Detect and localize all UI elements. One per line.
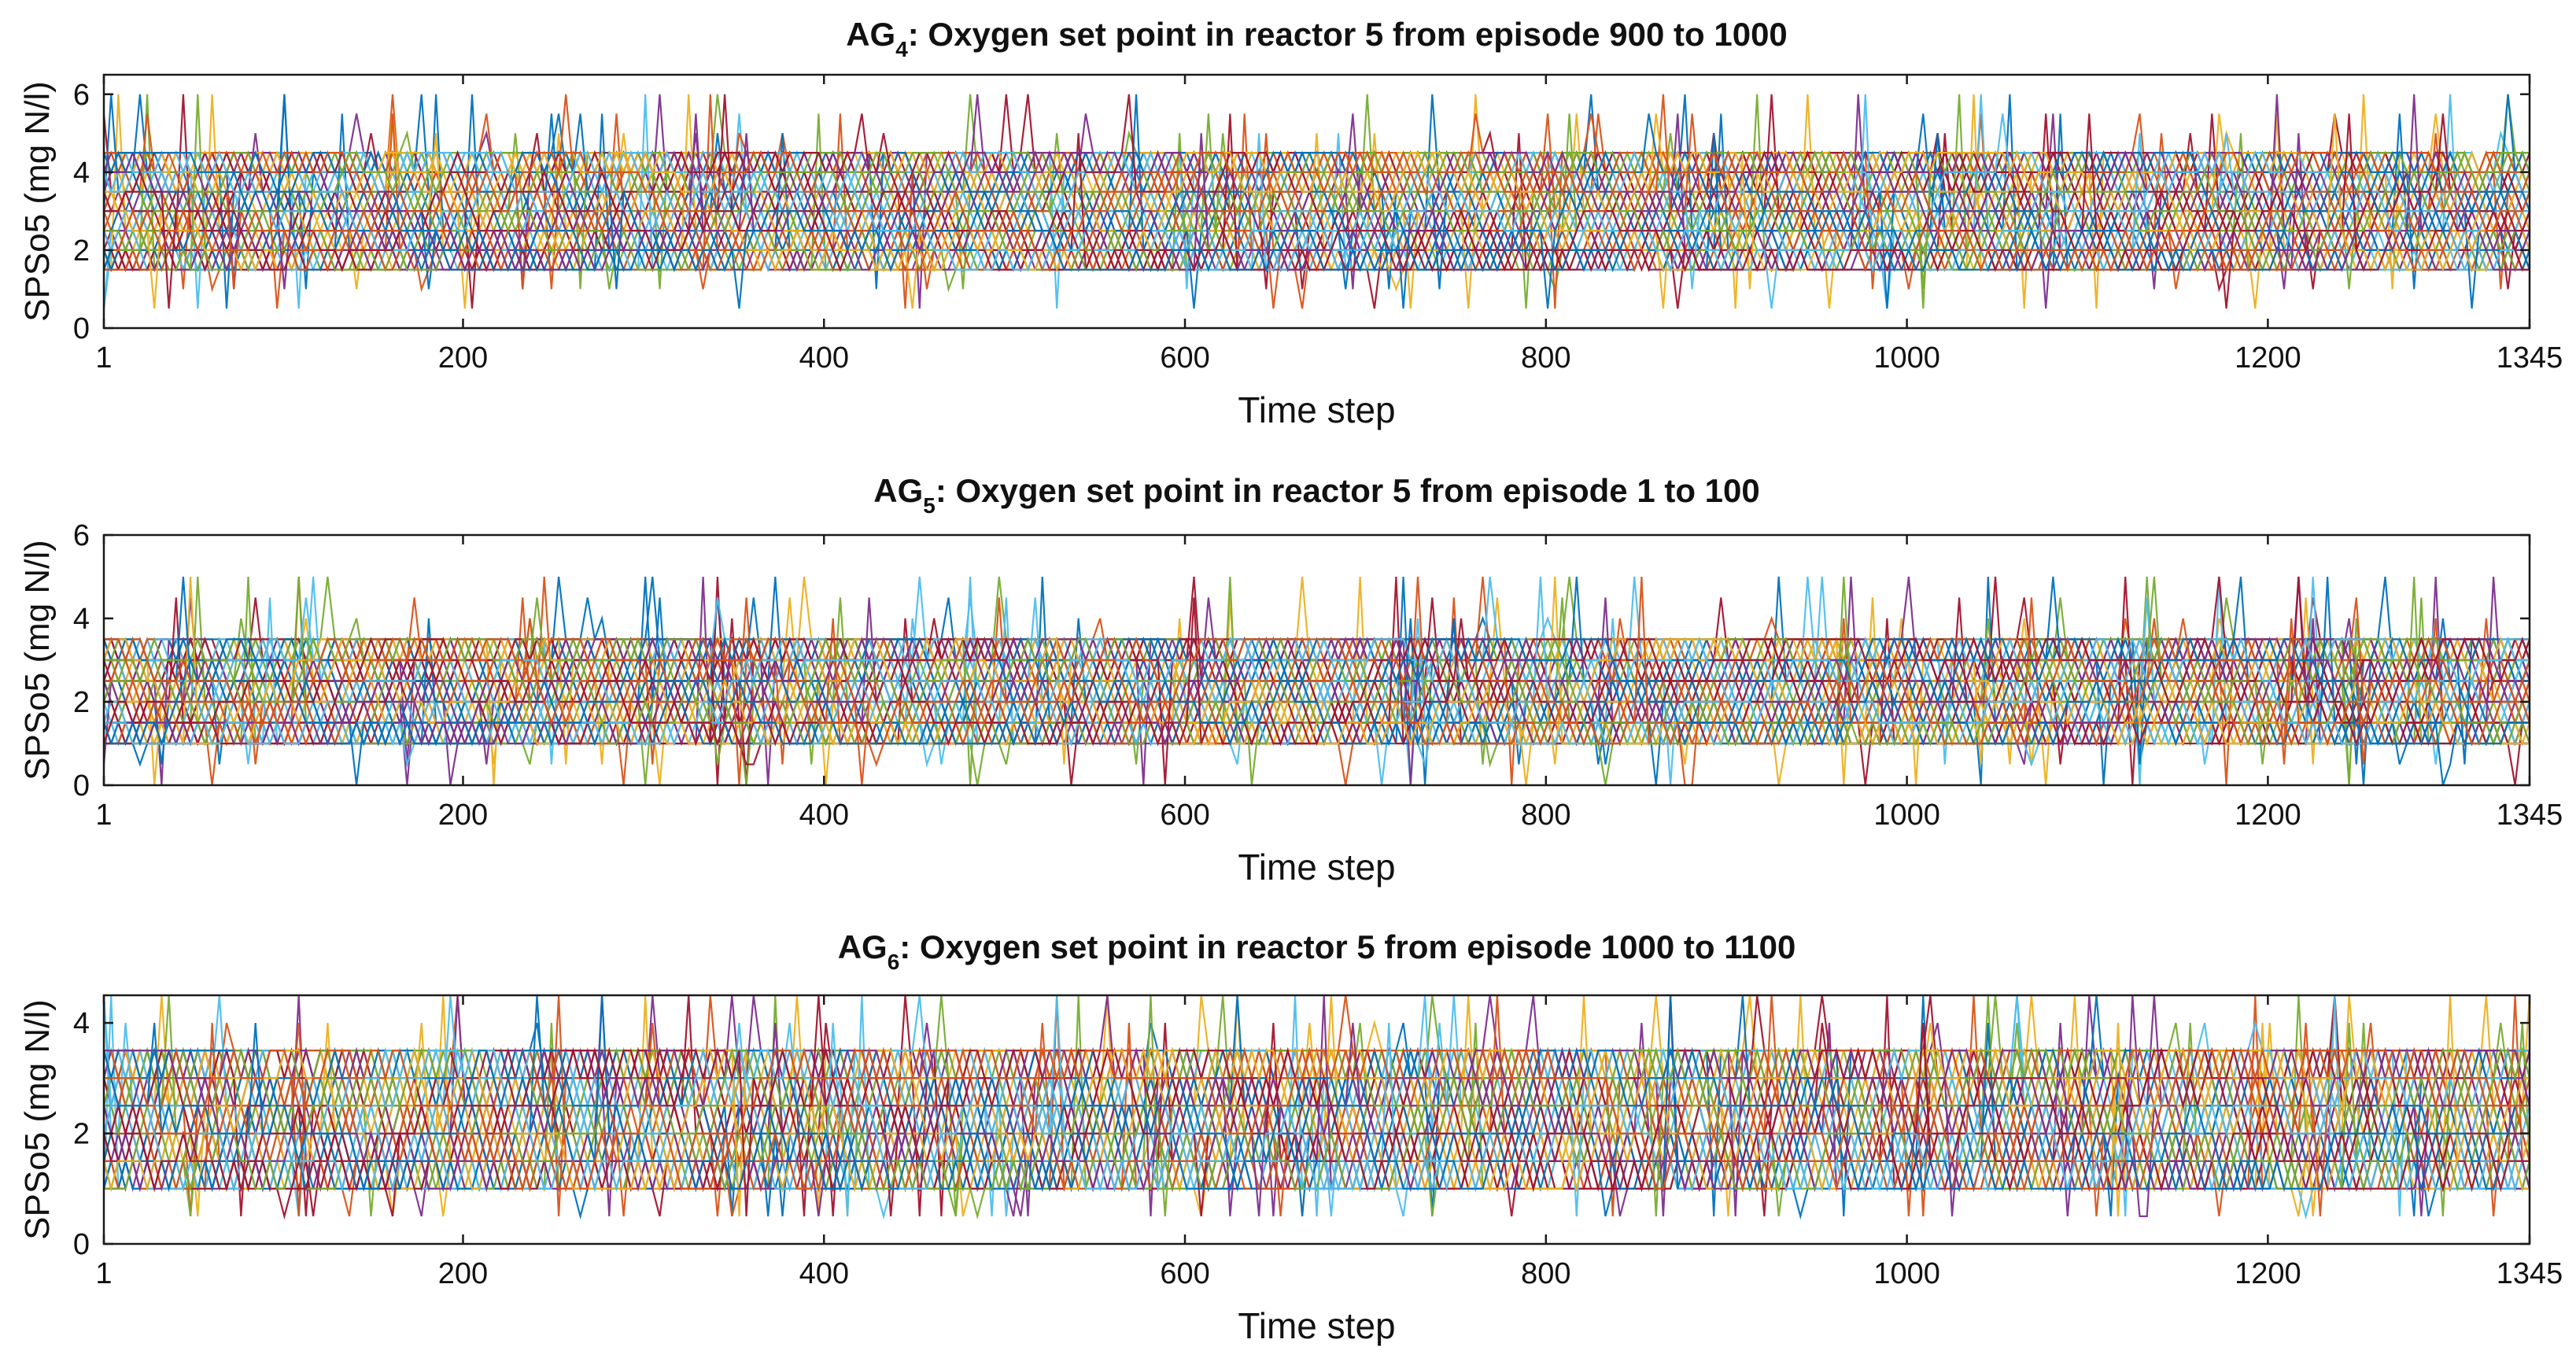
y-tick-label: 2 xyxy=(73,1118,90,1151)
x-axis-label: Time step xyxy=(1238,847,1395,887)
chart-title: AG6: Oxygen set point in reactor 5 from … xyxy=(838,928,1796,974)
x-tick-label: 1200 xyxy=(2235,341,2301,375)
series-traces xyxy=(104,94,2530,309)
x-tick-label: 200 xyxy=(438,341,488,375)
series-line-episode-99 xyxy=(104,113,2530,309)
chart-title-text: : Oxygen set point in reactor 5 from epi… xyxy=(908,16,1788,53)
series-line-episode-97 xyxy=(104,149,2530,309)
axes-frame xyxy=(102,73,2531,330)
y-axis-label: SPSo5 (mg N/l) xyxy=(18,540,57,780)
chart-title-subscript: 6 xyxy=(888,950,900,974)
series-line-episode-98 xyxy=(104,995,2530,1216)
y-tick-label: 2 xyxy=(73,234,90,268)
chart-panel-3: AG6: Oxygen set point in reactor 5 from … xyxy=(18,928,2563,1346)
series-line-episode-100 xyxy=(104,576,2530,767)
x-tick-label: 1200 xyxy=(2235,799,2301,832)
x-tick-label: 1345 xyxy=(2497,341,2563,375)
y-tick-label: 4 xyxy=(73,157,90,190)
x-tick-label: 1000 xyxy=(1873,799,1940,832)
x-tick-label: 600 xyxy=(1160,341,1209,375)
chart-title-subscript: 4 xyxy=(895,37,908,61)
chart-title-text: : Oxygen set point in reactor 5 from epi… xyxy=(899,928,1795,965)
series-line-episode-100 xyxy=(104,1046,2530,1193)
x-tick-label: 1345 xyxy=(2497,799,2563,832)
axes-frame xyxy=(102,994,2531,1245)
x-tick-label: 200 xyxy=(438,799,488,832)
x-tick-label: 200 xyxy=(438,1257,488,1290)
x-tick-label: 600 xyxy=(1160,799,1209,832)
chart-title: AG4: Oxygen set point in reactor 5 from … xyxy=(846,16,1788,61)
x-tick-label: 1200 xyxy=(2235,1257,2301,1290)
y-tick-label: 6 xyxy=(73,79,90,112)
series-traces xyxy=(104,995,2530,1220)
x-axis-label: Time step xyxy=(1238,389,1395,430)
chart-panel-2: AG5: Oxygen set point in reactor 5 from … xyxy=(18,472,2563,887)
y-axis-label: SPSo5 (mg N/l) xyxy=(18,999,57,1240)
x-tick-label: 400 xyxy=(799,1257,849,1290)
x-tick-label: 1345 xyxy=(2497,1257,2563,1290)
x-tick-label: 1000 xyxy=(1873,341,1940,375)
series-line-episode-98 xyxy=(104,113,2530,309)
x-tick-label: 800 xyxy=(1521,1257,1570,1290)
chart-title: AG5: Oxygen set point in reactor 5 from … xyxy=(873,472,1760,518)
series-traces xyxy=(104,576,2530,785)
x-tick-label: 400 xyxy=(799,799,849,832)
series-line-episode-100 xyxy=(104,149,2530,272)
x-tick-label: 400 xyxy=(799,341,849,375)
series-line-episode-98 xyxy=(104,597,2530,747)
y-tick-label: 4 xyxy=(73,1007,90,1040)
y-tick-label: 2 xyxy=(73,686,90,719)
y-tick-label: 4 xyxy=(73,603,90,636)
chart-title-prefix: AG xyxy=(873,472,923,509)
y-axis-label: SPSo5 (mg N/l) xyxy=(18,81,57,322)
y-tick-label: 0 xyxy=(73,1228,90,1261)
x-tick-label: 600 xyxy=(1160,1257,1209,1290)
x-tick-label: 1 xyxy=(95,1257,112,1290)
chart-title-subscript: 5 xyxy=(923,493,936,518)
y-tick-label: 0 xyxy=(73,769,90,803)
x-tick-label: 800 xyxy=(1521,799,1570,832)
x-axis-label: Time step xyxy=(1238,1305,1395,1346)
axes-frame xyxy=(102,533,2531,787)
x-tick-label: 1 xyxy=(95,341,112,375)
chart-title-prefix: AG xyxy=(838,928,888,965)
x-tick-label: 800 xyxy=(1521,341,1570,375)
y-tick-label: 6 xyxy=(73,519,90,552)
y-tick-label: 0 xyxy=(73,312,90,345)
chart-title-prefix: AG xyxy=(846,16,895,53)
chart-panel-1: AG4: Oxygen set point in reactor 5 from … xyxy=(18,16,2563,430)
chart-title-text: : Oxygen set point in reactor 5 from epi… xyxy=(936,472,1760,509)
x-tick-label: 1 xyxy=(95,799,112,832)
x-tick-label: 1000 xyxy=(1873,1257,1940,1290)
